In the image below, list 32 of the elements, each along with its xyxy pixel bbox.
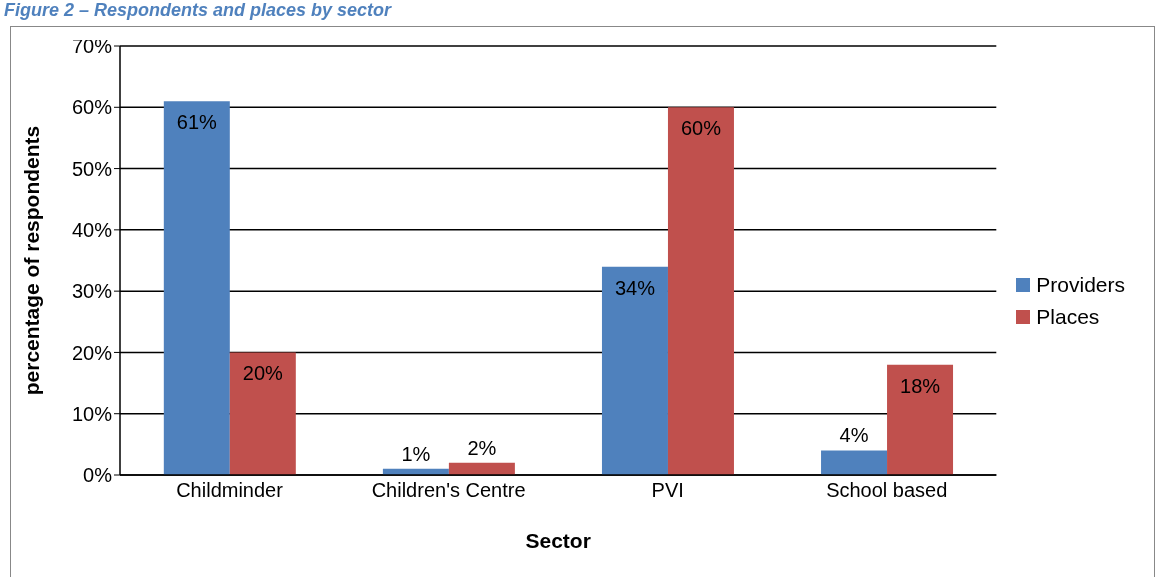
x-tick-label: Childminder [176,479,284,502]
x-tick-label: School based [826,479,948,502]
legend-label: Places [1036,305,1100,329]
x-axis-title: Sector [525,529,591,552]
chart-title: Figure 2 – Respondents and places by sector [4,0,392,21]
y-tick-label: 50% [71,157,113,180]
bar [821,450,888,475]
data-label: 2% [467,436,497,459]
bar [163,101,230,475]
bar [229,352,296,475]
y-tick-label: 20% [71,341,113,364]
y-tick-label: 30% [71,280,113,303]
data-label: 18% [900,374,941,397]
data-label: 20% [242,362,284,385]
y-tick-label: 40% [71,218,113,241]
y-tick-label: 0% [83,464,113,487]
bar [887,364,954,475]
bar [448,462,515,475]
data-label: 34% [614,276,656,299]
data-label: 60% [680,117,722,140]
data-label: 61% [176,111,218,134]
data-label: 1% [401,442,431,465]
legend-label: Providers [1036,273,1125,297]
y-tick-label: 60% [71,96,113,119]
x-tick-label: PVI [651,479,684,502]
y-tick-label: 10% [71,402,113,425]
x-tick-label: Children's Centre [371,479,526,502]
y-tick-label: 70% [71,35,113,58]
bar [667,107,734,475]
data-label: 4% [839,424,869,447]
bar [601,266,668,475]
y-axis-title: percentage of respondents [20,125,44,396]
